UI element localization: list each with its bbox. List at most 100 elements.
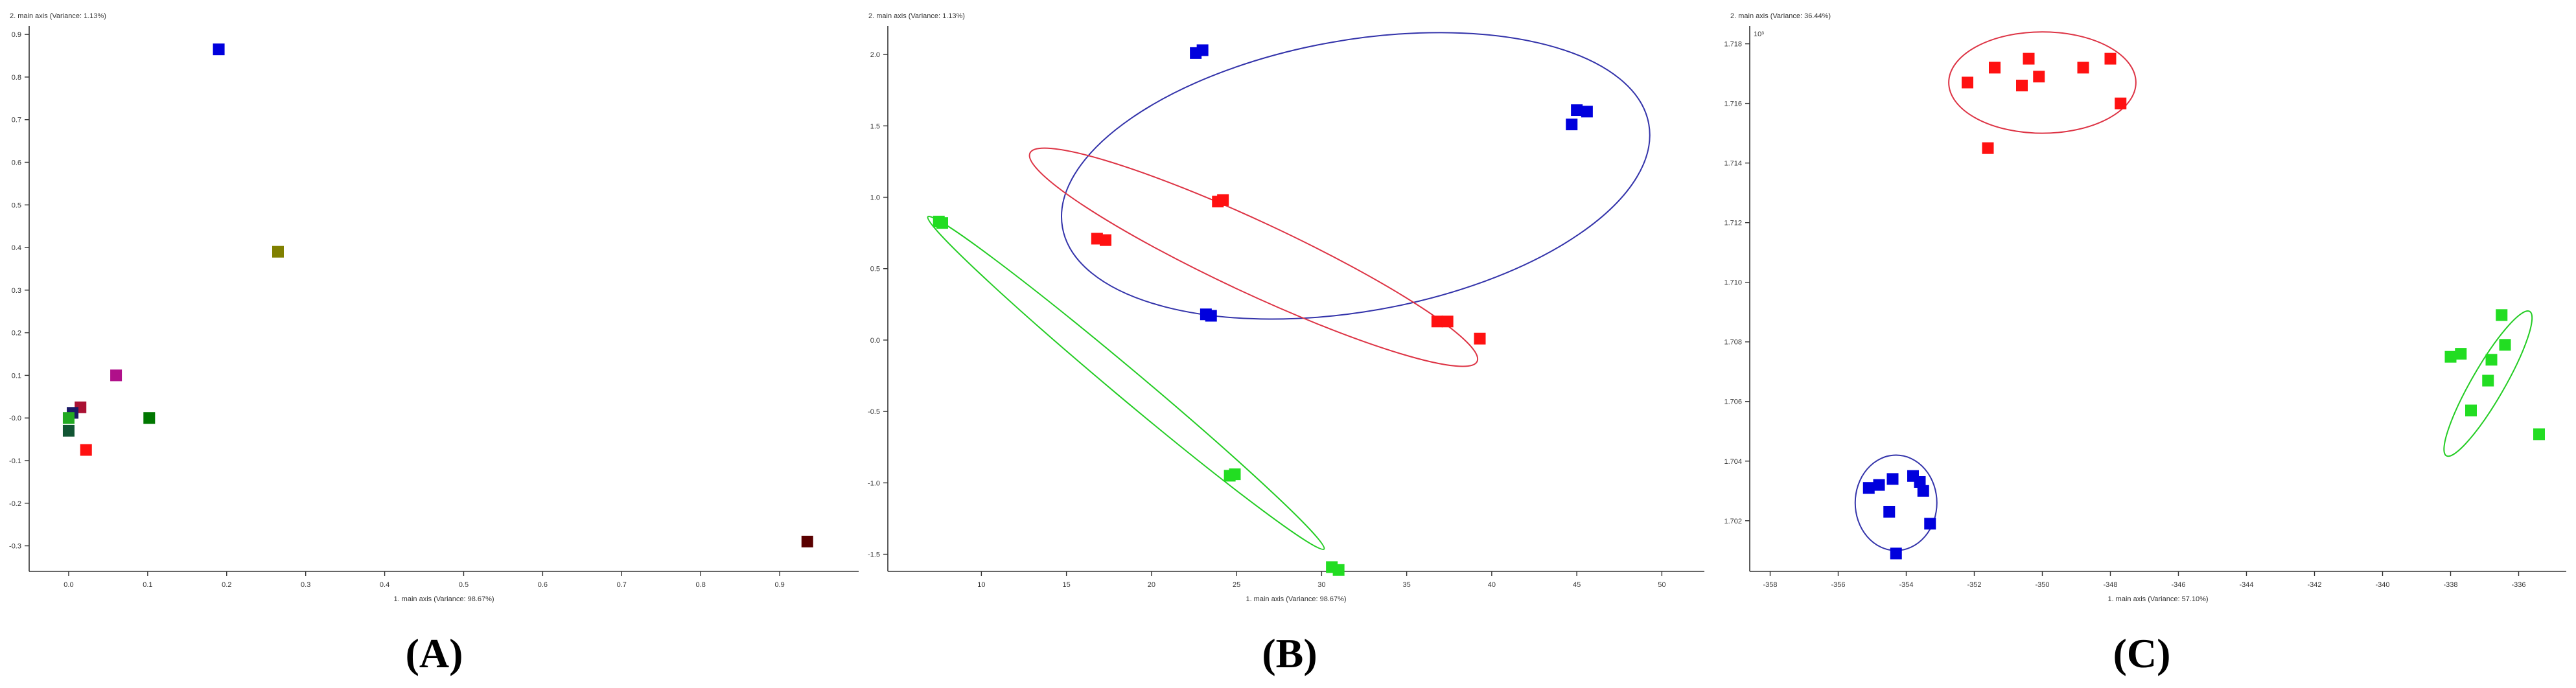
panel-a-y-tick-label: 0.9 (12, 31, 21, 39)
panel-c-x-tick-label: -346 (2171, 581, 2185, 589)
panel-c-x-tick-label: -344 (2239, 581, 2253, 589)
panel-a-point (62, 412, 75, 424)
panel-a-y-tick-label: -0.2 (9, 500, 21, 508)
panel-b-y-tick-label: -1.5 (868, 551, 880, 559)
panel-c-point (1886, 473, 1899, 485)
panel-b-y-tick-label: -0.5 (868, 408, 880, 416)
panel-b-y-tick-label: 1.5 (870, 122, 880, 130)
panel-c-x-tick-label: -352 (1967, 581, 1981, 589)
panel-c-x-tick-label: -356 (1831, 581, 1845, 589)
panel-c-y-tick-label: 1.714 (1724, 160, 1742, 168)
panel-a-y-tick-label: 0.4 (12, 244, 21, 252)
panel-c-y-tick-label: 1.706 (1724, 398, 1742, 406)
panel-c-y-tick-label: 1.702 (1724, 518, 1742, 525)
panel-b-x-tick-label: 45 (1573, 581, 1581, 589)
panel-c-point (1862, 482, 1875, 494)
panel-b-point (1566, 119, 1578, 131)
panel-a-ylabel: 2. main axis (Variance: 1.13%) (10, 12, 106, 20)
panel-b-x-tick-label: 50 (1658, 581, 1665, 589)
panel-a-y-tick-label: 0.1 (12, 372, 21, 380)
panel-a-point (110, 369, 122, 382)
panel-b-y-tick-label: 0.5 (870, 266, 880, 273)
panel-a: 2. main axis (Variance: 1.13%) 1. main a… (9, 12, 859, 676)
panel-a-x-tick-label: 0.0 (64, 581, 73, 589)
panel-c-letter: (C) (2113, 630, 2171, 676)
panel-b-letter: (B) (1262, 630, 1317, 676)
panel-a-y-tick-label: 0.7 (12, 117, 21, 124)
panel-a-x-tick-label: 0.1 (143, 581, 152, 589)
panel-a-y-tick-label: 0.3 (12, 287, 21, 295)
panel-c-point (2533, 428, 2545, 441)
panel-b-point (1571, 104, 1583, 117)
panel-c-axis-multiplier: 10³ (1754, 30, 1764, 38)
panel-b-y-tick-label: -1.0 (868, 479, 880, 487)
panel-c-y-tick-label: 1.718 (1724, 41, 1742, 49)
panel-c-point (1924, 518, 1936, 530)
panel-b-plot-area (927, 32, 1651, 551)
panel-a-x-tick-label: 0.5 (459, 581, 469, 589)
panel-b-point (1332, 564, 1345, 576)
panel-b-x-tick-label: 30 (1317, 581, 1325, 589)
panel-c-point (2482, 374, 2494, 387)
panel-c-point (2496, 309, 2508, 321)
panel-b-x-tick-label: 20 (1148, 581, 1155, 589)
panel-a-point (213, 43, 225, 56)
panel-c-ellipse (2443, 310, 2533, 457)
panel-a-xlabel: 1. main axis (Variance: 98.67%) (393, 595, 494, 603)
panel-c-point (1917, 485, 1929, 497)
panel-c-ellipse (1948, 31, 2137, 134)
panel-b-x-tick-label: 10 (977, 581, 985, 589)
panel-b-x-tick-label: 40 (1488, 581, 1496, 589)
panel-a-y-tick-label: 0.8 (12, 74, 21, 82)
panel-c-y-tick-label: 1.712 (1724, 220, 1742, 227)
panel-c-x-tick-label: -338 (2443, 581, 2457, 589)
panel-b-point (1431, 315, 1443, 328)
panel-c-y-tick-label: 1.716 (1724, 100, 1742, 108)
panel-b-y-tick-label: 2.0 (870, 51, 880, 59)
panel-b-point (1217, 194, 1229, 206)
panel-c-y-tick-label: 1.704 (1724, 458, 1742, 466)
panel-c-y-tick-label: 1.710 (1724, 279, 1742, 287)
panel-b-y-tick-label: 1.0 (870, 194, 880, 202)
panel-c-point (2023, 52, 2035, 65)
panel-c-point (1989, 62, 2001, 74)
panel-b-point (1474, 332, 1486, 345)
panel-c-point (2104, 52, 2117, 65)
panel-c-y-tick-label: 1.708 (1724, 339, 1742, 347)
panel-a-point (62, 424, 75, 437)
panel-c-x-tick-label: -354 (1899, 581, 1913, 589)
panel-b-point (936, 217, 948, 229)
panel-c-xlabel: 1. main axis (Variance: 57.10%) (2107, 595, 2208, 603)
panel-c-point (2077, 62, 2089, 74)
panel-c-point (1873, 479, 1885, 491)
panel-b-y-tick-label: 0.0 (870, 337, 880, 345)
panel-a-y-tick-label: 0.5 (12, 201, 21, 209)
panel-b-x-tick-label: 15 (1063, 581, 1071, 589)
panel-a-point (80, 444, 92, 456)
panel-b-ellipse (927, 216, 1325, 551)
panel-a-letter: (A) (406, 630, 463, 676)
panel-b-x-tick-label: 35 (1403, 581, 1411, 589)
panel-c: 2. main axis (Variance: 36.44%) 1. main … (1724, 12, 2566, 676)
panel-c-point (2465, 404, 2477, 417)
panel-a-point (801, 535, 813, 547)
panel-b-xlabel: 1. main axis (Variance: 98.67%) (1246, 595, 1346, 603)
panel-c-ylabel: 2. main axis (Variance: 36.44%) (1730, 12, 1831, 20)
panel-c-point (2485, 354, 2498, 366)
panel-c-point (1914, 476, 1926, 488)
panel-c-point (1982, 142, 1994, 154)
panel-c-point (2115, 97, 2127, 109)
panel-a-y-tick-label: -0.3 (9, 543, 21, 551)
panel-a-x-tick-label: 0.2 (222, 581, 231, 589)
panel-c-x-tick-label: -336 (2511, 581, 2525, 589)
panel-a-y-tick-label: 0.6 (12, 159, 21, 167)
panel-b-point (1229, 468, 1241, 481)
panel-c-point (2444, 350, 2457, 363)
panel-b: 2. main axis (Variance: 1.13%) 1. main a… (868, 12, 1704, 676)
panel-c-point (2016, 80, 2028, 92)
panel-c-point (1890, 547, 1902, 560)
panel-c-x-tick-label: -348 (2103, 581, 2117, 589)
panel-a-x-tick-label: 0.3 (301, 581, 310, 589)
panel-c-x-tick-label: -342 (2307, 581, 2321, 589)
